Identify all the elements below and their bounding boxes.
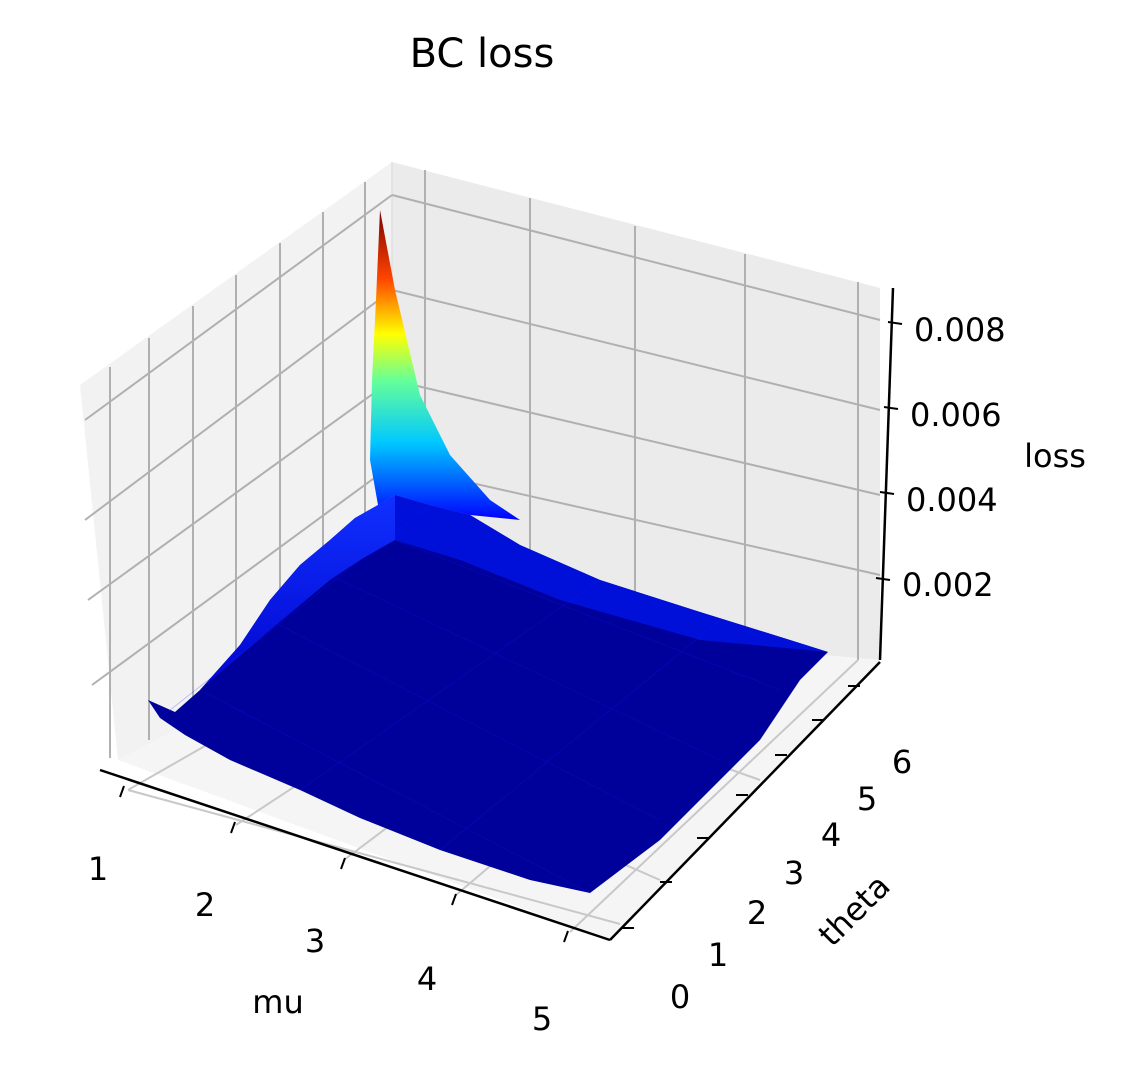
chart-title: BC loss: [410, 31, 555, 77]
surface-base: [148, 495, 828, 893]
y-axis-line: [609, 661, 881, 941]
y-axis-label: theta: [811, 867, 898, 954]
z-tick-0.002: 0.002: [902, 566, 994, 604]
x-tick-3: 3: [305, 922, 325, 960]
y-tick-0: 0: [670, 978, 690, 1016]
surface-ridge: [148, 495, 395, 712]
surface: [148, 210, 828, 894]
x-tick-4: 4: [417, 960, 437, 998]
y-tick-1: 1: [708, 936, 728, 974]
z-axis-line: [878, 287, 895, 661]
y-tick-2: 2: [747, 894, 767, 932]
y-tick-6: 6: [892, 743, 912, 781]
x-axis-line: [99, 768, 611, 942]
z-axis-label: loss: [1024, 437, 1086, 475]
z-tick-0.004: 0.004: [906, 481, 998, 519]
surface-far-slope: [395, 495, 828, 652]
x-tick-5: 5: [532, 1000, 552, 1038]
x-tick-1: 1: [88, 850, 108, 888]
surface-peak: [370, 210, 520, 520]
y-tick-4: 4: [821, 816, 841, 854]
x-tick-2: 2: [195, 886, 215, 924]
z-tick-0.008: 0.008: [914, 311, 1006, 349]
grid-back-right: [391, 194, 881, 660]
x-axis-label: mu: [252, 983, 303, 1021]
z-tick-0.006: 0.006: [910, 396, 1002, 434]
y-tick-3: 3: [784, 854, 804, 892]
y-tick-5: 5: [857, 780, 877, 818]
grid-back-left: [84, 170, 426, 758]
